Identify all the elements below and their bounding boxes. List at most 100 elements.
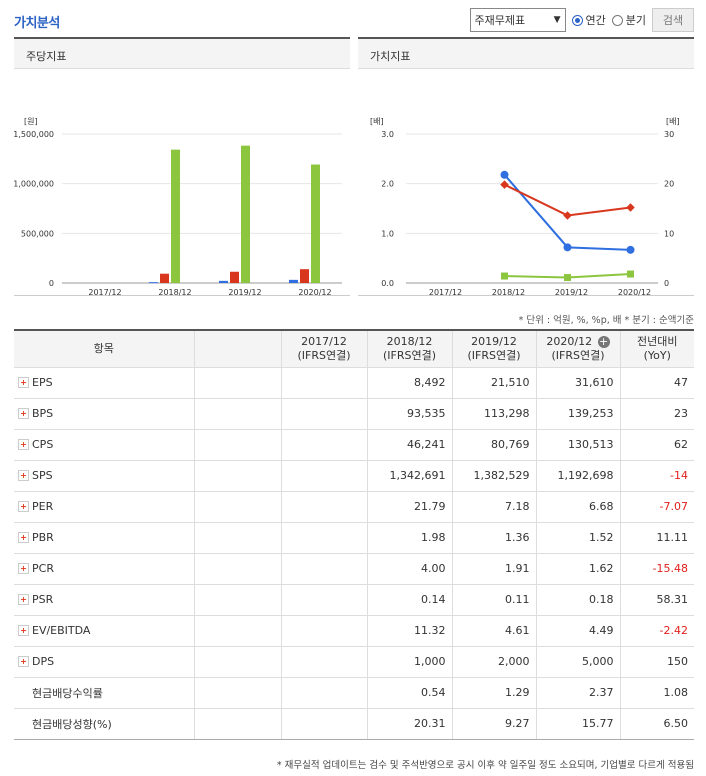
- x-tick-label: 2019/12: [228, 288, 261, 297]
- cell-v2018: 1,342,691: [366, 460, 452, 492]
- expand-row-icon[interactable]: [18, 532, 29, 543]
- row-label[interactable]: PBR: [14, 522, 194, 554]
- row-blank: [193, 491, 281, 523]
- y-right-tick-label: 10: [664, 229, 674, 238]
- cell-v2017: [280, 708, 367, 740]
- cell-v2020: 6.68: [535, 491, 620, 523]
- cell-v2019: 113,298: [451, 398, 536, 430]
- cell-yoy: -15.48: [619, 553, 694, 585]
- point-psr: [564, 274, 571, 282]
- radio-quarter-dot[interactable]: [611, 14, 623, 26]
- cell-v2020: 1,192,698: [535, 460, 620, 492]
- radio-annual-label: 연간: [585, 14, 606, 27]
- table-row: 현금배당성향(%) 20.31 9.27 15.77 6.50: [14, 708, 694, 740]
- page-title: 가치분석: [14, 16, 60, 31]
- cell-v2019: 1,382,529: [451, 460, 536, 492]
- per-share-chart: [원] 1,500,000 1,000,000 500,000 0 2017/12 2018…: [14, 117, 342, 297]
- row-label: 현금배당수익률: [14, 677, 194, 709]
- cell-v2017: [280, 677, 367, 709]
- cell-v2019: 9.27: [451, 708, 536, 740]
- cell-v2020: 15.77: [535, 708, 620, 740]
- expand-row-icon[interactable]: [18, 625, 29, 636]
- cell-v2020: 130,513: [535, 429, 620, 461]
- point-psr: [627, 270, 634, 278]
- bar-sps: [311, 164, 320, 283]
- y-right-unit-label: [배]: [666, 117, 680, 126]
- y-right-tick-label: 0: [664, 279, 669, 288]
- expand-row-icon[interactable]: [18, 656, 29, 667]
- y-tick-label: 0: [49, 279, 54, 288]
- table-row: BPS 93,535 113,298 139,253 23: [14, 398, 694, 430]
- x-tick-label: 2019/12: [555, 288, 588, 297]
- point-per: [500, 170, 509, 179]
- expand-columns-icon[interactable]: +: [597, 334, 610, 348]
- y-left-tick-label: 0.0: [381, 279, 394, 288]
- cell-v2018: 11.32: [366, 615, 452, 647]
- row-label[interactable]: CPS: [14, 429, 194, 461]
- header-item: 항목: [14, 330, 194, 368]
- row-label[interactable]: EV/EBITDA: [14, 615, 194, 647]
- radio-quarter[interactable]: 분기: [611, 12, 646, 28]
- table-row: 현금배당수익률 0.54 1.29 2.37 1.08: [14, 677, 694, 709]
- cell-v2018: 46,241: [366, 429, 452, 461]
- cell-v2017: [280, 491, 367, 523]
- cell-v2019: 21,510: [451, 367, 536, 399]
- row-label[interactable]: DPS: [14, 646, 194, 678]
- statement-type-value: 주재무제표: [474, 14, 526, 27]
- valuation-panel-title: 가치지표: [358, 39, 694, 69]
- search-button[interactable]: 검색: [652, 8, 694, 32]
- cell-v2017: [280, 367, 367, 399]
- y-tick-label: 1,000,000: [14, 180, 54, 189]
- cell-yoy: 23: [619, 398, 694, 430]
- cell-v2017: [280, 615, 367, 647]
- cell-v2017: [280, 460, 367, 492]
- cell-yoy: 1.08: [619, 677, 694, 709]
- cell-v2018: 1.98: [366, 522, 452, 554]
- expand-row-icon[interactable]: [18, 501, 29, 512]
- statement-type-select[interactable]: 주재무제표 ▼: [469, 8, 566, 32]
- cell-v2019: 4.61: [451, 615, 536, 647]
- point-per: [626, 245, 635, 254]
- expand-row-icon[interactable]: [18, 439, 29, 450]
- bar-bps: [230, 271, 239, 283]
- cell-yoy: 11.11: [619, 522, 694, 554]
- cell-v2018: 20.31: [366, 708, 452, 740]
- expand-row-icon[interactable]: [18, 408, 29, 419]
- bar-eps: [289, 279, 298, 283]
- cell-v2018: 1,000: [366, 646, 452, 678]
- y-left-tick-label: 3.0: [381, 130, 394, 139]
- bar-bps: [160, 273, 169, 283]
- expand-row-icon[interactable]: [18, 594, 29, 605]
- cell-v2020: 1.52: [535, 522, 620, 554]
- cell-v2020: 0.18: [535, 584, 620, 616]
- x-tick-label: 2017/12: [429, 288, 462, 297]
- row-label[interactable]: SPS: [14, 460, 194, 492]
- per-share-panel-title: 주당지표: [14, 39, 350, 69]
- cell-v2019: 80,769: [451, 429, 536, 461]
- row-label[interactable]: PCR: [14, 553, 194, 585]
- radio-annual[interactable]: 연간: [571, 12, 606, 28]
- header-2018: 2018/12 (IFRS연결): [366, 330, 452, 368]
- row-blank: [193, 615, 281, 647]
- row-label[interactable]: PSR: [14, 584, 194, 616]
- point-per: [563, 243, 572, 252]
- cell-v2019: 7.18: [451, 491, 536, 523]
- row-label[interactable]: EPS: [14, 367, 194, 399]
- expand-row-icon[interactable]: [18, 563, 29, 574]
- cell-v2018: 0.54: [366, 677, 452, 709]
- row-label[interactable]: PER: [14, 491, 194, 523]
- header-2019: 2019/12 (IFRS연결): [451, 330, 536, 368]
- y-left-unit-label: [배]: [370, 117, 384, 126]
- cell-yoy: -14: [619, 460, 694, 492]
- expand-row-icon[interactable]: [18, 377, 29, 388]
- cell-yoy: -2.42: [619, 615, 694, 647]
- row-label[interactable]: BPS: [14, 398, 194, 430]
- expand-row-icon[interactable]: [18, 470, 29, 481]
- radio-annual-dot[interactable]: [571, 14, 583, 26]
- cell-v2017: [280, 553, 367, 585]
- series-line-pbr: [504, 183, 631, 217]
- y-tick-label: 1,500,000: [14, 130, 54, 139]
- cell-yoy: 62: [619, 429, 694, 461]
- cell-yoy: 58.31: [619, 584, 694, 616]
- table-row: EV/EBITDA 11.32 4.61 4.49 -2.42: [14, 615, 694, 647]
